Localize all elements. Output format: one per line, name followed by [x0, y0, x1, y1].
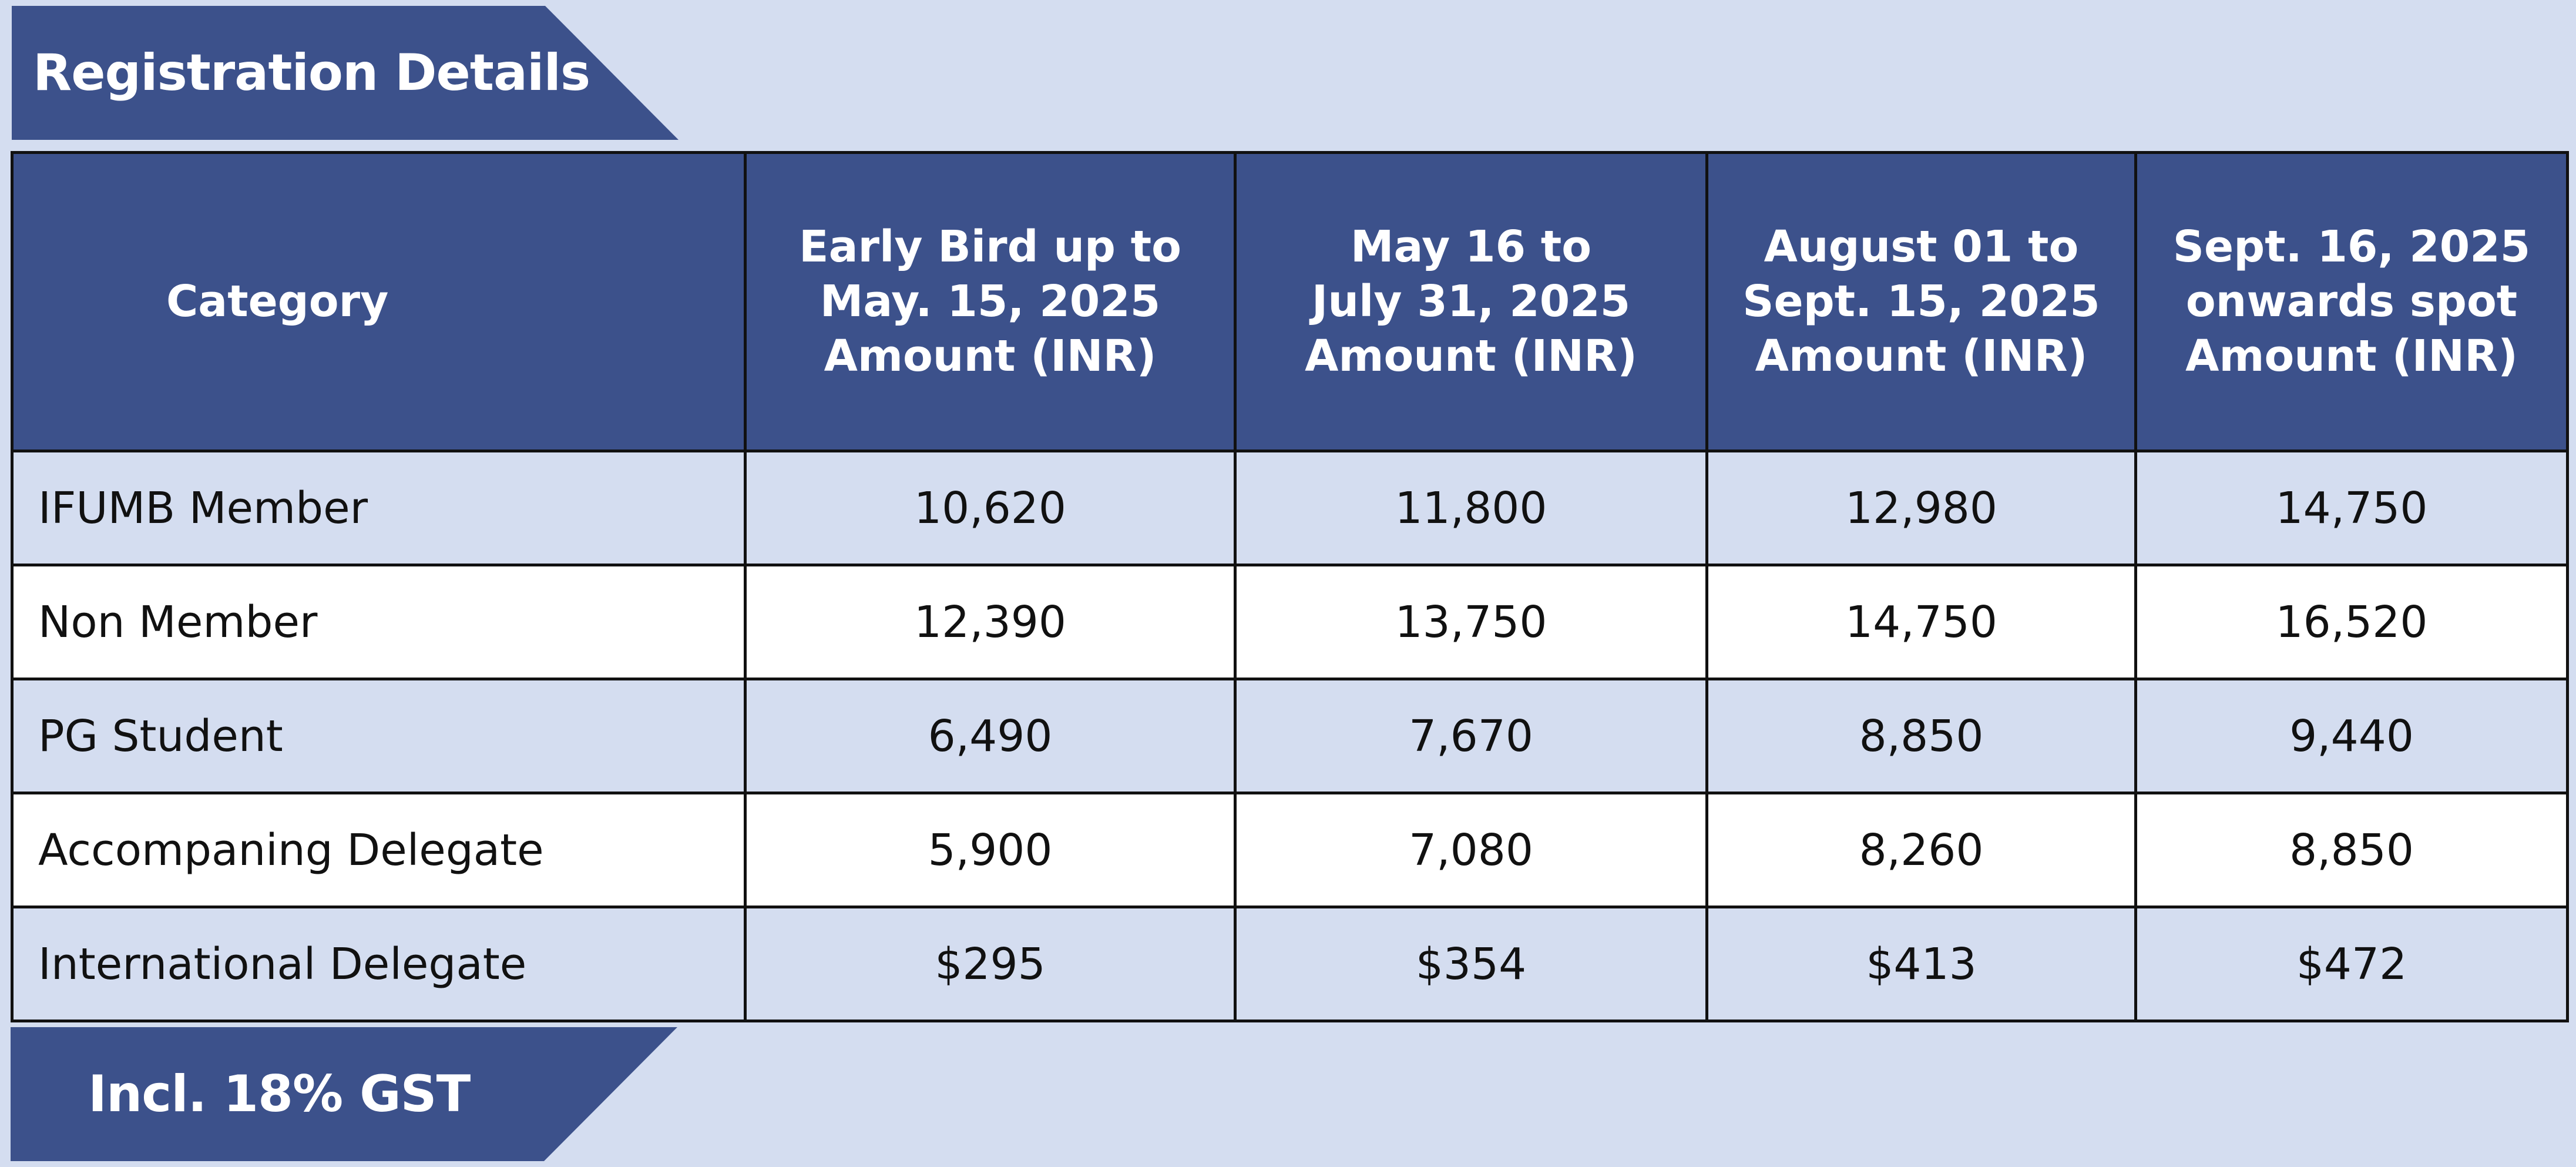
- amount-cell: 12,980: [1705, 450, 2137, 566]
- amount-cell: 8,260: [1705, 792, 2137, 908]
- amount-cell: $295: [744, 906, 1237, 1022]
- amount-cell: $472: [2134, 906, 2569, 1022]
- column-header-category: Category: [11, 151, 747, 452]
- table-row: PG Student 6,490 7,670 8,850 9,440: [11, 678, 2569, 794]
- column-header-early-bird: Early Bird up to May. 15, 2025 Amount (I…: [744, 151, 1237, 452]
- registration-fee-table: Category Early Bird up to May. 15, 2025 …: [11, 151, 2569, 1022]
- amount-cell: 7,670: [1234, 678, 1708, 794]
- amount-cell: 13,750: [1234, 564, 1708, 680]
- amount-cell: 8,850: [1705, 678, 2137, 794]
- amount-cell: 5,900: [744, 792, 1237, 908]
- amount-cell: $354: [1234, 906, 1708, 1022]
- amount-cell: 14,750: [1705, 564, 2137, 680]
- amount-cell: 11,800: [1234, 450, 1708, 566]
- column-header-may-july: May 16 to July 31, 2025 Amount (INR): [1234, 151, 1708, 452]
- table-header-row: Category Early Bird up to May. 15, 2025 …: [11, 151, 2569, 452]
- category-cell: IFUMB Member: [11, 450, 747, 566]
- table-row: Non Member 12,390 13,750 14,750 16,520: [11, 564, 2569, 680]
- amount-cell: 7,080: [1234, 792, 1708, 908]
- category-cell: Non Member: [11, 564, 747, 680]
- amount-cell: 14,750: [2134, 450, 2569, 566]
- gst-note: Incl. 18% GST: [88, 1065, 471, 1124]
- amount-cell: 8,850: [2134, 792, 2569, 908]
- amount-cell: 6,490: [744, 678, 1237, 794]
- table-row: Accompaning Delegate 5,900 7,080 8,260 8…: [11, 792, 2569, 908]
- category-cell: International Delegate: [11, 906, 747, 1022]
- amount-cell: 16,520: [2134, 564, 2569, 680]
- amount-cell: 10,620: [744, 450, 1237, 566]
- column-header-august-sept: August 01 to Sept. 15, 2025 Amount (INR): [1705, 151, 2137, 452]
- column-header-spot: Sept. 16, 2025 onwards spot Amount (INR): [2134, 151, 2569, 452]
- page-title: Registration Details: [33, 43, 590, 102]
- table-row: IFUMB Member 10,620 11,800 12,980 14,750: [11, 450, 2569, 566]
- category-cell: PG Student: [11, 678, 747, 794]
- gst-note-banner: Incl. 18% GST: [11, 1027, 677, 1161]
- table-row: International Delegate $295 $354 $413 $4…: [11, 906, 2569, 1022]
- amount-cell: $413: [1705, 906, 2137, 1022]
- amount-cell: 9,440: [2134, 678, 2569, 794]
- amount-cell: 12,390: [744, 564, 1237, 680]
- category-cell: Accompaning Delegate: [11, 792, 747, 908]
- title-banner: Registration Details: [12, 6, 679, 140]
